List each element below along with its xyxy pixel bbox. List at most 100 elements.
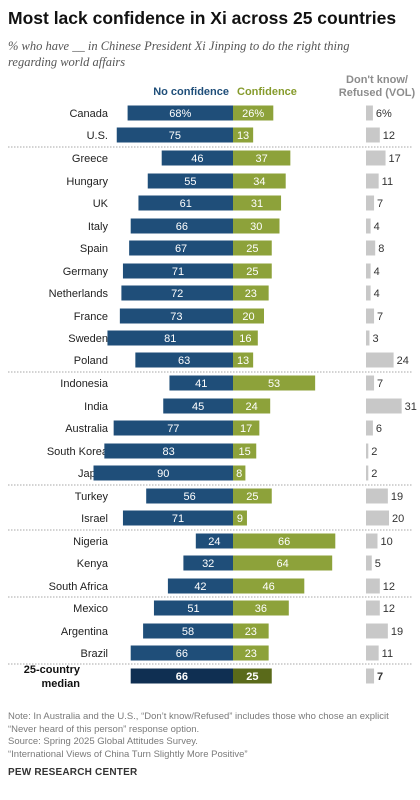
category-label: Greece: [72, 153, 108, 165]
no-confidence-bar: [121, 285, 233, 301]
dont-know-bar: [366, 420, 373, 436]
dont-know-value: 7: [377, 378, 383, 390]
no-confidence-value: 24: [208, 536, 220, 548]
confidence-value: 15: [239, 446, 251, 458]
no-confidence-bar: [127, 105, 233, 121]
dont-know-value: 4: [374, 221, 380, 233]
chart-notes: Note: In Australia and the U.S., “Don’t …: [8, 711, 413, 761]
dont-know-bar: [366, 623, 388, 639]
confidence-value: 64: [276, 558, 288, 570]
no-confidence-value: 45: [192, 401, 204, 413]
no-confidence-bar: [143, 623, 233, 639]
confidence-value: 24: [245, 401, 257, 413]
confidence-bar: [233, 352, 254, 368]
confidence-value: 31: [251, 198, 263, 210]
median-label-line-1: 25-country: [24, 664, 81, 676]
category-label: Turkey: [75, 491, 109, 503]
dont-know-value: 4: [374, 288, 380, 300]
category-label: Hungary: [66, 176, 108, 188]
no-confidence-bar: [93, 465, 233, 481]
no-confidence-bar: [130, 218, 233, 234]
no-confidence-bar: [163, 398, 233, 414]
no-confidence-bar: [116, 127, 233, 143]
no-confidence-value: 66: [176, 221, 188, 233]
no-confidence-bar: [130, 668, 233, 684]
confidence-bar: [233, 330, 258, 346]
no-confidence-value: 56: [183, 491, 195, 503]
category-label: South Korea: [47, 446, 109, 458]
dont-know-value: 6%: [376, 108, 392, 120]
confidence-value: 66: [278, 536, 290, 548]
dont-know-bar: [366, 330, 370, 346]
confidence-bar: [233, 127, 254, 143]
dont-know-bar: [366, 398, 402, 414]
category-label: Mexico: [73, 603, 108, 615]
confidence-value: 25: [246, 491, 258, 503]
no-confidence-value: 83: [163, 446, 175, 458]
no-confidence-value: 58: [182, 626, 194, 638]
dont-know-bar: [366, 352, 394, 368]
confidence-bar: [233, 308, 264, 324]
dont-know-value: 5: [375, 558, 381, 570]
note-line-2: “Never heard of this person” response op…: [8, 723, 200, 735]
dont-know-value: 20: [392, 513, 404, 525]
no-confidence-header: No confidence: [153, 86, 229, 98]
category-label: UK: [93, 198, 109, 210]
confidence-value: 34: [253, 176, 265, 188]
confidence-bar: [233, 488, 272, 504]
confidence-value: 23: [245, 288, 257, 300]
confidence-header: Confidence: [237, 86, 297, 98]
category-label: Sweden: [68, 333, 108, 345]
confidence-value: 9: [237, 513, 243, 525]
category-label: Canada: [69, 108, 108, 120]
no-confidence-bar: [135, 352, 233, 368]
confidence-bar: [233, 533, 336, 549]
chart-title: Most lack confidence in Xi across 25 cou…: [8, 8, 397, 28]
dont-know-value: 7: [377, 671, 383, 683]
chart-subtitle: % who have __ in Chinese President Xi Ji…: [8, 39, 350, 69]
confidence-bar: [233, 668, 272, 684]
no-confidence-value: 81: [164, 333, 176, 345]
dont-know-bar: [366, 150, 386, 166]
no-confidence-value: 77: [167, 423, 179, 435]
dont-know-value: 31: [405, 401, 417, 413]
dont-know-value: 12: [383, 581, 395, 593]
no-confidence-value: 51: [187, 603, 199, 615]
no-confidence-bar: [138, 195, 233, 211]
category-label: Argentina: [61, 626, 109, 638]
no-confidence-value: 71: [172, 513, 184, 525]
no-confidence-bar: [195, 533, 233, 549]
confidence-bar: [233, 600, 289, 616]
confidence-value: 25: [246, 671, 258, 683]
dont-know-bar: [366, 443, 369, 459]
confidence-value: 23: [245, 626, 257, 638]
confidence-value: 46: [263, 581, 275, 593]
confidence-value: 13: [237, 355, 249, 367]
pew-logo-text: PEW RESEARCH CENTER: [8, 767, 138, 778]
dont-know-bar: [366, 173, 379, 189]
no-confidence-value: 73: [170, 311, 182, 323]
dont-know-bar: [366, 308, 375, 324]
confidence-value: 20: [242, 311, 254, 323]
dont-know-bar: [366, 375, 375, 391]
dont-know-bar: [366, 555, 372, 571]
dont-know-bar: [366, 668, 375, 684]
dont-know-value: 12: [383, 130, 395, 142]
category-label: Nigeria: [73, 536, 109, 548]
no-confidence-bar: [183, 555, 233, 571]
dont-know-bar: [366, 600, 380, 616]
no-confidence-bar: [161, 150, 233, 166]
dont-know-bar: [366, 127, 380, 143]
confidence-bar: [233, 623, 269, 639]
category-label: Netherlands: [49, 288, 109, 300]
confidence-bar: [233, 375, 316, 391]
dont-know-value: 10: [381, 536, 393, 548]
dont-know-bar: [366, 195, 375, 211]
category-label: South Africa: [49, 581, 109, 593]
dont-know-value: 11: [382, 176, 393, 188]
no-confidence-value: 90: [157, 468, 169, 480]
no-confidence-value: 41: [195, 378, 207, 390]
dont-know-value: 8: [378, 243, 384, 255]
no-confidence-value: 42: [194, 581, 206, 593]
